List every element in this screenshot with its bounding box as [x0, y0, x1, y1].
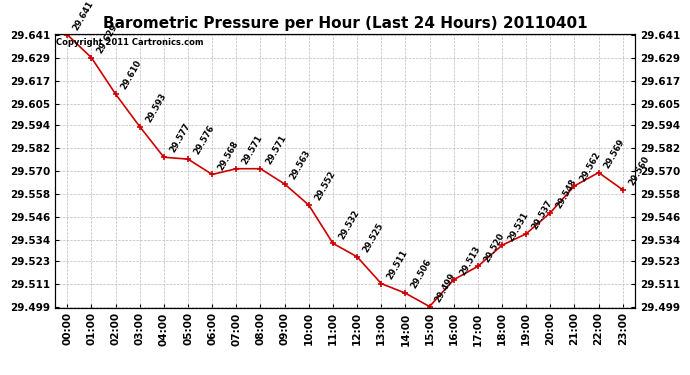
Text: 29.525: 29.525 — [362, 221, 385, 254]
Text: 29.506: 29.506 — [410, 258, 433, 290]
Text: 29.560: 29.560 — [627, 154, 651, 187]
Text: 29.552: 29.552 — [313, 170, 337, 202]
Text: 29.511: 29.511 — [386, 248, 409, 281]
Text: Copyright 2011 Cartronics.com: Copyright 2011 Cartronics.com — [57, 38, 204, 47]
Text: 29.548: 29.548 — [555, 177, 578, 210]
Text: 29.593: 29.593 — [144, 92, 168, 124]
Text: 29.569: 29.569 — [603, 137, 627, 170]
Text: 29.571: 29.571 — [265, 134, 288, 166]
Text: 29.577: 29.577 — [168, 122, 192, 154]
Text: 29.571: 29.571 — [241, 134, 264, 166]
Text: 29.537: 29.537 — [531, 199, 554, 231]
Text: 29.563: 29.563 — [289, 149, 313, 181]
Text: 29.576: 29.576 — [193, 124, 216, 156]
Text: 29.629: 29.629 — [96, 22, 119, 55]
Text: 29.513: 29.513 — [458, 244, 482, 277]
Text: 29.499: 29.499 — [434, 272, 457, 304]
Title: Barometric Pressure per Hour (Last 24 Hours) 20110401: Barometric Pressure per Hour (Last 24 Ho… — [103, 16, 587, 31]
Text: 29.520: 29.520 — [482, 231, 506, 264]
Text: 29.641: 29.641 — [72, 0, 95, 32]
Text: 29.531: 29.531 — [506, 210, 530, 243]
Text: 29.562: 29.562 — [579, 150, 602, 183]
Text: 29.610: 29.610 — [120, 59, 144, 91]
Text: 29.568: 29.568 — [217, 139, 240, 172]
Text: 29.532: 29.532 — [337, 208, 361, 241]
